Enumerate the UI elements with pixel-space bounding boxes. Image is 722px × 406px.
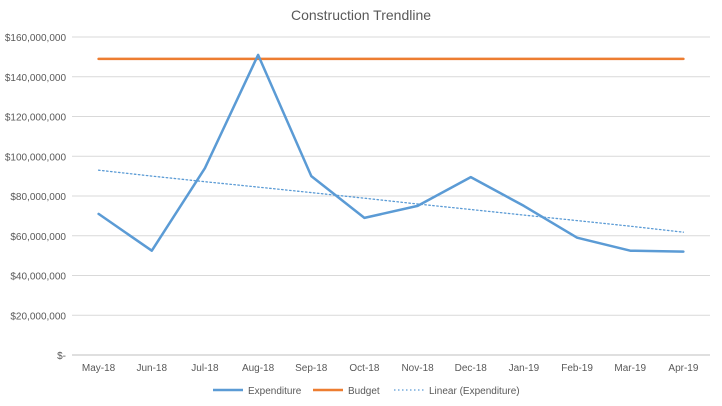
legend[interactable]: Expenditure Budget Linear (Expenditure) [213, 386, 520, 397]
x-tick-label: Apr-19 [668, 363, 698, 374]
x-tick-label: Jun-18 [136, 363, 167, 374]
x-tick-label: Feb-19 [561, 363, 593, 374]
y-axis: $- $20,000,000 $40,000,000 $60,000,000 $80,0… [5, 33, 67, 362]
y-tick-label: $- [57, 351, 66, 362]
legend-label: Linear (Expenditure) [429, 386, 520, 397]
x-tick-label: Jan-19 [509, 363, 540, 374]
y-tick-label: $40,000,000 [10, 272, 66, 283]
x-tick-label: Dec-18 [455, 363, 488, 374]
y-tick-label: $80,000,000 [10, 192, 66, 203]
legend-item-expenditure[interactable]: Expenditure [213, 386, 302, 397]
y-tick-label: $20,000,000 [10, 311, 66, 322]
series-group [97, 53, 685, 253]
x-tick-label: Mar-19 [614, 363, 646, 374]
x-tick-label: Jul-18 [191, 363, 219, 374]
legend-item-linear-expenditure[interactable]: Linear (Expenditure) [394, 386, 520, 397]
x-axis: May-18 Jun-18 Jul-18 Aug-18 Sep-18 Oct-18 Nov-… [82, 363, 699, 374]
series-line-linear-expenditure [97, 169, 685, 233]
x-tick-label: May-18 [82, 363, 116, 374]
y-tick-label: $160,000,000 [5, 33, 67, 44]
chart-title: Construction Trendline [291, 7, 431, 23]
x-tick-label: Nov-18 [401, 363, 434, 374]
x-tick-label: Aug-18 [242, 363, 275, 374]
x-tick-label: Sep-18 [295, 363, 328, 374]
legend-label: Budget [348, 386, 380, 397]
legend-item-budget[interactable]: Budget [313, 386, 380, 397]
y-tick-label: $100,000,000 [5, 152, 67, 163]
y-tick-label: $140,000,000 [5, 73, 67, 84]
series-line-expenditure [97, 53, 685, 253]
x-tick-label: Oct-18 [349, 363, 379, 374]
gridlines [72, 36, 710, 356]
y-tick-label: $120,000,000 [5, 113, 67, 124]
y-tick-label: $60,000,000 [10, 232, 66, 243]
legend-label: Expenditure [248, 386, 302, 397]
